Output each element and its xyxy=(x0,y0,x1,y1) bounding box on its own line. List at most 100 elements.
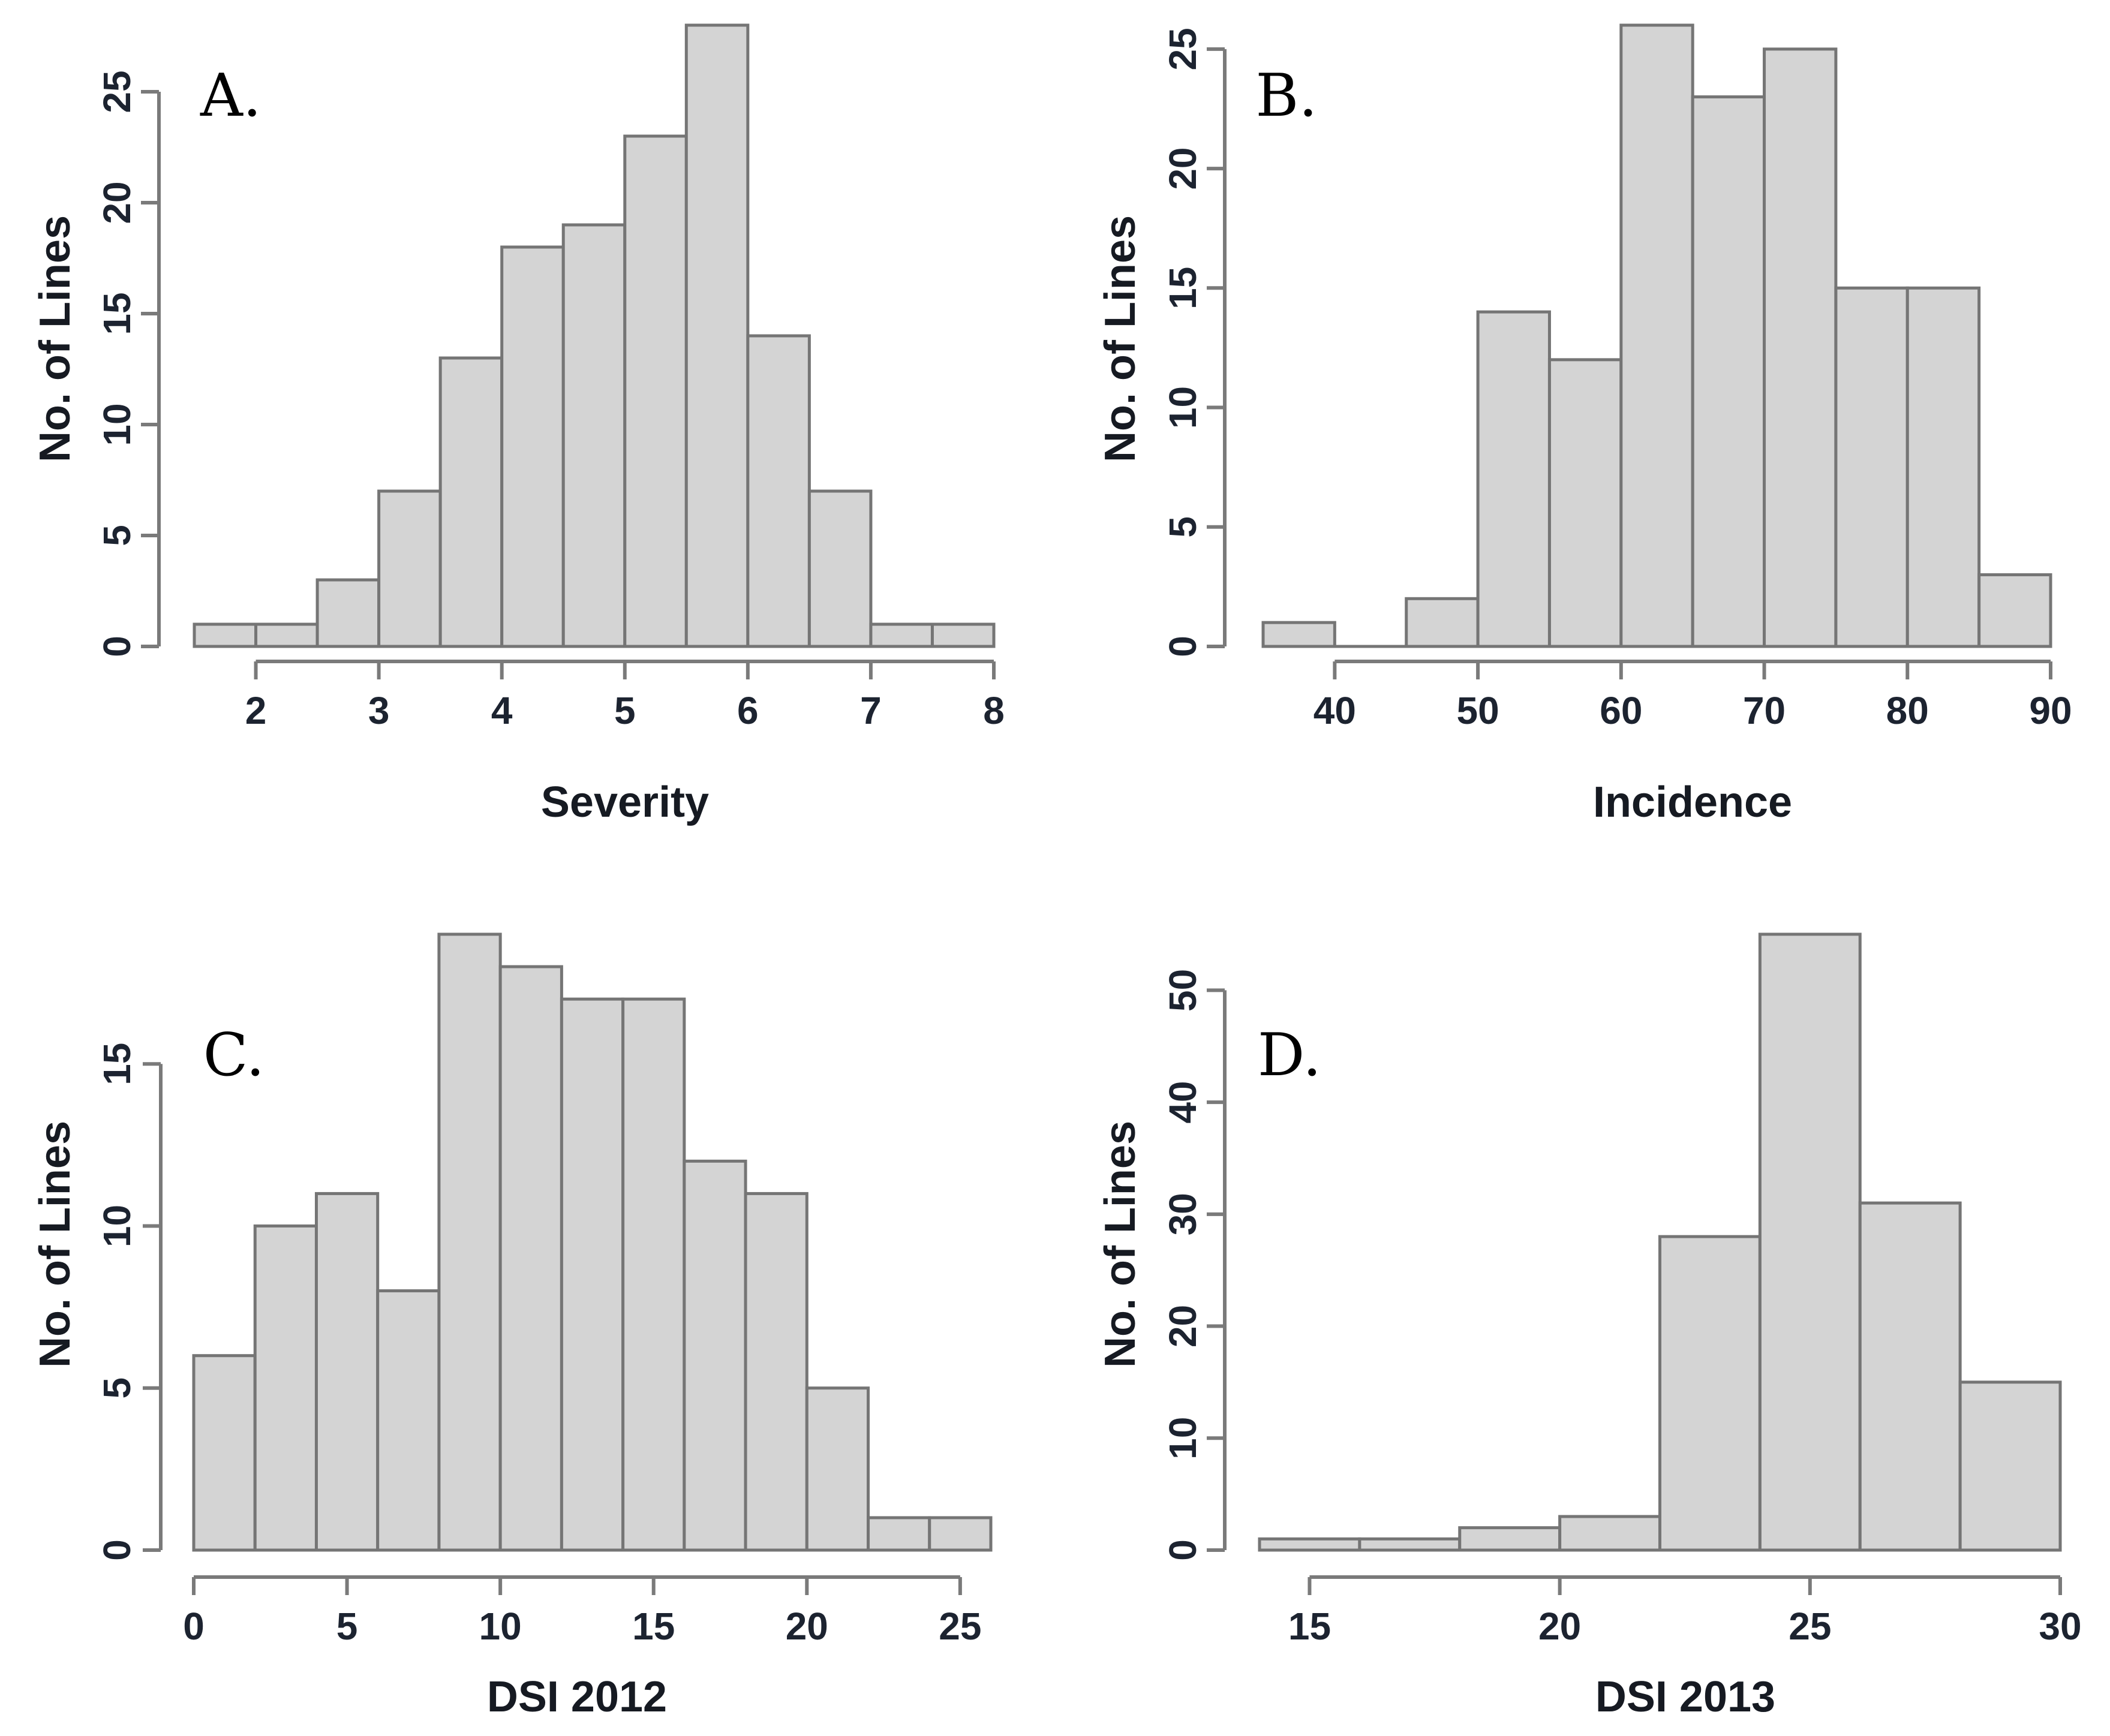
histogram-bar xyxy=(1405,597,1480,648)
histogram-bar xyxy=(1691,95,1766,648)
x-tick-label: 15 xyxy=(632,1605,675,1648)
x-axis-title-severity: Severity xyxy=(540,778,710,826)
histogram-bar xyxy=(1858,1201,1962,1552)
histogram-bar xyxy=(1547,358,1623,648)
histogram-bar xyxy=(683,1159,747,1552)
x-tick-label: 2 xyxy=(245,689,267,732)
histogram-bar xyxy=(314,1192,380,1552)
y-axis-title-c: No. of Lines xyxy=(31,1121,79,1368)
panel-label-b: B. xyxy=(1255,62,1318,130)
histogram-panel-b: 0 5 10 15 20 25 40 50 60 70 80 90 xyxy=(1161,23,2072,732)
y-axis-title-b: No. of Lines xyxy=(1096,215,1144,462)
x-tick-label: 70 xyxy=(1743,689,1786,732)
y-tick-label: 10 xyxy=(1161,386,1204,429)
y-tick-label: 40 xyxy=(1161,1081,1204,1123)
y-axis-title-d: No. of Lines xyxy=(1096,1121,1144,1368)
y-tick-label: 15 xyxy=(95,1043,139,1085)
x-axis-title-incidence: Incidence xyxy=(1592,778,1793,826)
x-tick-label: 25 xyxy=(939,1605,981,1648)
y-tick-label: 5 xyxy=(95,1377,139,1399)
y-tick-label: 50 xyxy=(1161,969,1204,1012)
histogram-bar xyxy=(1834,286,1909,648)
x-tick-label: 40 xyxy=(1314,689,1356,732)
histogram-bar xyxy=(1658,1235,1762,1552)
x-tick-label: 7 xyxy=(860,689,882,732)
y-tick-label: 0 xyxy=(1161,636,1204,657)
y-tick-label: 20 xyxy=(95,181,139,224)
histogram-bar xyxy=(684,23,750,648)
y-tick-label: 25 xyxy=(1161,28,1204,70)
y-tick-label: 15 xyxy=(95,292,139,335)
histogram-bar xyxy=(1476,310,1551,648)
histogram-bar xyxy=(744,1192,808,1552)
y-tick-label: 10 xyxy=(95,403,139,446)
y-axis-title-a: No. of Lines xyxy=(31,215,79,462)
histogram-bar xyxy=(805,1386,870,1552)
x-tick-label: 0 xyxy=(183,1605,205,1648)
y-tick-label: 5 xyxy=(95,525,139,546)
x-tick-label: 5 xyxy=(614,689,636,732)
x-tick-label: 3 xyxy=(368,689,390,732)
x-tick-label: 20 xyxy=(786,1605,828,1648)
histogram-bar xyxy=(315,578,381,648)
x-tick-label: 25 xyxy=(1789,1605,1831,1648)
y-tick-label: 0 xyxy=(1161,1539,1204,1561)
histogram-bar xyxy=(1261,621,1336,648)
histogram-bar xyxy=(253,1224,318,1552)
y-tick-label: 10 xyxy=(1161,1417,1204,1460)
histogram-panel-a: 0 5 10 15 20 25 2 3 4 5 6 7 8 xyxy=(95,23,1005,732)
histogram-bar xyxy=(193,622,258,648)
y-tick-label: 5 xyxy=(1161,516,1204,538)
histogram-bar xyxy=(254,622,319,648)
histogram-bar xyxy=(1758,932,1862,1552)
y-tick-label: 25 xyxy=(95,70,139,113)
y-tick-label: 20 xyxy=(1161,1305,1204,1347)
x-tick-label: 60 xyxy=(1600,689,1642,732)
histogram-bar xyxy=(746,334,811,648)
panel-label-c: C. xyxy=(203,1021,265,1090)
histogram-bar xyxy=(376,1289,441,1552)
y-tick-label: 0 xyxy=(95,1539,139,1561)
panel-label-a: A. xyxy=(200,62,262,130)
histogram-bar xyxy=(438,356,504,648)
x-tick-label: 80 xyxy=(1886,689,1929,732)
x-tick-label: 6 xyxy=(737,689,759,732)
histogram-bar xyxy=(1958,1380,2062,1552)
histogram-bar xyxy=(437,932,502,1552)
histogram-bar xyxy=(807,489,873,648)
histogram-bar xyxy=(377,489,442,648)
x-tick-label: 15 xyxy=(1288,1605,1331,1648)
x-tick-label: 10 xyxy=(479,1605,522,1648)
y-tick-label: 15 xyxy=(1161,267,1204,309)
x-axis-title-dsi-2013: DSI 2013 xyxy=(1595,1673,1776,1721)
histogram-bar xyxy=(1619,23,1694,648)
x-axis-title-dsi-2012: DSI 2012 xyxy=(486,1673,668,1721)
histogram-bar xyxy=(192,1354,257,1552)
histogram-panel-d: 0 10 20 30 40 50 15 20 25 30 xyxy=(1161,932,2082,1648)
x-tick-label: 8 xyxy=(983,689,1005,732)
histogram-bar xyxy=(1358,1537,1462,1552)
panel-label-d: D. xyxy=(1257,1021,1322,1090)
histogram-bar xyxy=(561,223,627,648)
x-tick-label: 30 xyxy=(2039,1605,2081,1648)
y-tick-label: 20 xyxy=(1161,147,1204,189)
y-tick-label: 0 xyxy=(95,636,139,657)
histogram-bar xyxy=(869,622,934,648)
y-tick-label: 30 xyxy=(1161,1193,1204,1235)
histogram-bar xyxy=(1977,573,2052,648)
histogram-bar xyxy=(867,1516,931,1552)
histogram-bar xyxy=(928,1516,993,1552)
histogram-bar xyxy=(1558,1515,1661,1552)
histogram-bar xyxy=(621,997,686,1552)
x-tick-label: 90 xyxy=(2029,689,2072,732)
histogram-bar xyxy=(498,965,563,1552)
y-tick-label: 10 xyxy=(95,1205,139,1247)
histogram-bar xyxy=(930,622,996,648)
histogram-bar xyxy=(623,134,688,648)
x-tick-label: 20 xyxy=(1538,1605,1581,1648)
histogram-bar xyxy=(1905,286,1981,648)
histogram-bar xyxy=(1258,1537,1361,1552)
histogram-bar xyxy=(500,245,565,648)
